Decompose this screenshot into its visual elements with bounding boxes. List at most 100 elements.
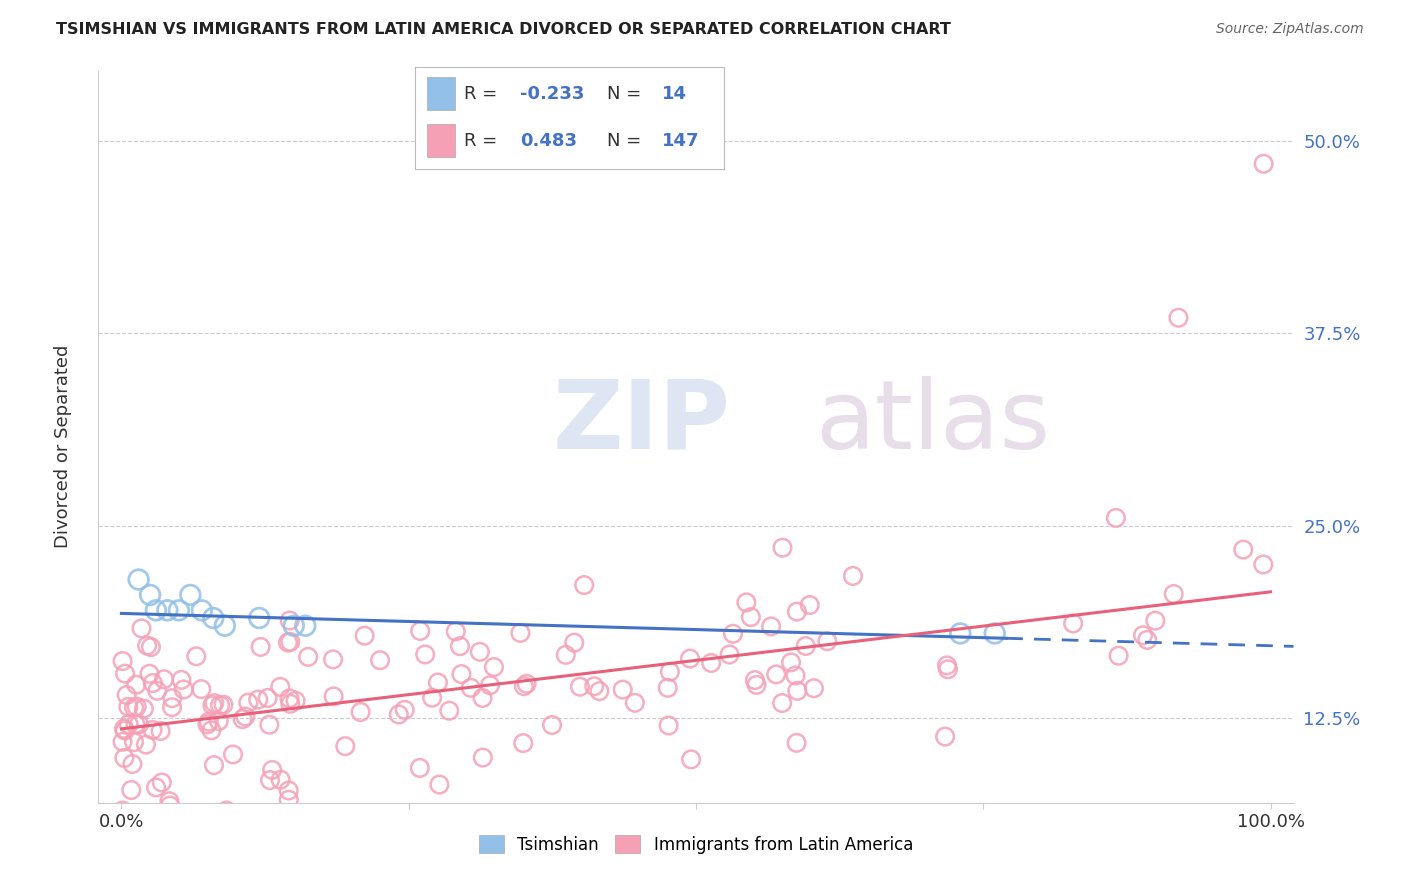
Point (1163, 587, 1185, 601)
Point (1062, 616, 1084, 631)
Point (512, 736, 534, 750)
Point (785, 668, 807, 682)
Point (624, 696, 647, 710)
Point (1167, 310, 1189, 325)
Point (191, 603, 214, 617)
Point (335, 739, 357, 754)
Point (394, 703, 416, 717)
Point (583, 679, 606, 693)
Point (277, 635, 299, 649)
Point (121, 756, 143, 771)
Point (799, 598, 821, 612)
Point (120, 783, 142, 797)
Point (936, 662, 959, 676)
Point (160, 700, 183, 714)
Text: N =: N = (606, 132, 647, 150)
Point (1136, 632, 1159, 647)
Point (426, 675, 449, 690)
Point (786, 736, 808, 750)
Point (562, 635, 585, 649)
Point (145, 780, 167, 795)
Point (122, 735, 145, 749)
Point (249, 640, 271, 654)
Point (284, 694, 307, 708)
Point (128, 573, 150, 587)
Point (786, 605, 808, 619)
Point (429, 778, 451, 792)
Point (479, 678, 502, 692)
Point (294, 618, 316, 632)
Point (167, 603, 190, 617)
Point (471, 750, 494, 764)
Point (541, 718, 564, 732)
Point (142, 676, 165, 690)
Point (247, 692, 270, 706)
Point (262, 763, 284, 777)
Point (132, 701, 155, 715)
Point (124, 717, 146, 731)
Text: 147: 147 (662, 132, 700, 150)
Point (202, 758, 225, 772)
Point (1105, 511, 1128, 525)
Point (157, 794, 180, 808)
Point (114, 723, 136, 738)
Point (744, 673, 766, 687)
Point (139, 640, 162, 654)
Point (259, 773, 281, 788)
Point (197, 717, 219, 731)
Point (786, 684, 808, 698)
Point (283, 618, 305, 632)
Point (1253, 558, 1275, 572)
FancyBboxPatch shape (427, 124, 456, 157)
Text: 0.483: 0.483 (520, 132, 576, 150)
Point (142, 723, 165, 737)
Point (135, 738, 157, 752)
Point (721, 626, 744, 640)
Point (238, 696, 260, 710)
Point (949, 626, 972, 640)
Point (117, 717, 139, 731)
Point (114, 666, 136, 681)
Point (388, 707, 411, 722)
Point (439, 704, 461, 718)
Point (232, 712, 254, 726)
Point (139, 588, 162, 602)
Legend: Tsimshian, Immigrants from Latin America: Tsimshian, Immigrants from Latin America (472, 829, 920, 860)
Point (681, 752, 703, 766)
Point (117, 699, 139, 714)
Point (112, 722, 135, 736)
Point (136, 639, 159, 653)
Point (111, 804, 134, 818)
Point (413, 648, 436, 662)
Point (759, 619, 782, 633)
Point (409, 624, 432, 638)
Point (554, 648, 576, 662)
Point (984, 626, 1007, 640)
Point (278, 691, 301, 706)
Point (1232, 542, 1254, 557)
FancyBboxPatch shape (427, 78, 456, 110)
Point (247, 611, 270, 625)
Text: ZIP: ZIP (553, 376, 731, 469)
Point (745, 678, 768, 692)
Point (588, 684, 610, 698)
Text: atlas: atlas (815, 376, 1050, 469)
Point (420, 690, 443, 705)
Point (934, 730, 956, 744)
Point (842, 569, 865, 583)
Point (202, 611, 225, 625)
Point (277, 793, 299, 807)
Point (214, 618, 236, 632)
Point (269, 680, 291, 694)
Point (513, 679, 536, 693)
Point (278, 614, 301, 628)
Point (256, 690, 278, 705)
Point (368, 653, 391, 667)
Point (679, 651, 702, 665)
Point (153, 673, 176, 687)
Point (200, 723, 222, 738)
Point (353, 629, 375, 643)
Point (173, 682, 195, 697)
Point (568, 680, 591, 694)
Point (212, 698, 235, 712)
